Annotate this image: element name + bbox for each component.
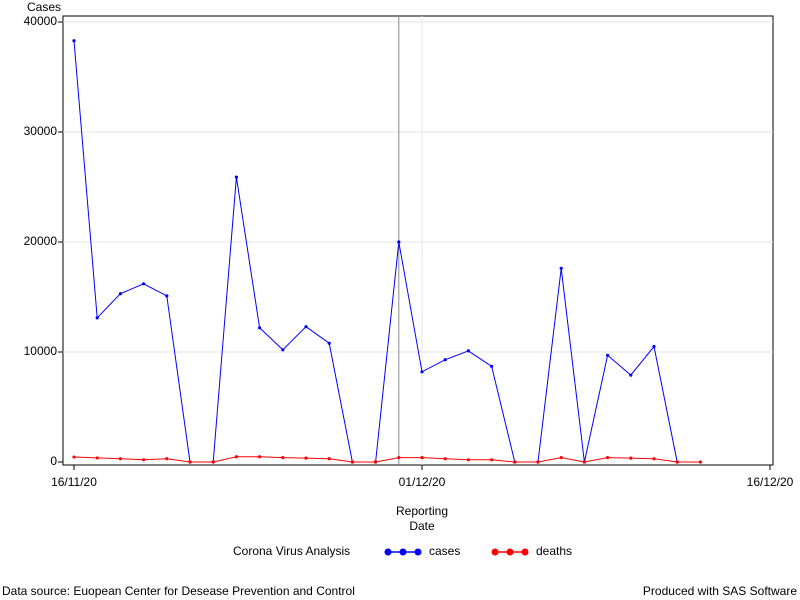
y-tick-label: 40000 — [24, 14, 58, 28]
data-point — [420, 456, 424, 460]
data-point — [606, 456, 610, 460]
data-point — [698, 460, 703, 464]
legend-marker — [399, 548, 407, 556]
data-point — [165, 294, 169, 298]
y-tick-label: 30000 — [24, 124, 58, 138]
data-point — [606, 353, 610, 357]
footnote: Produced with SAS Software — [643, 584, 797, 598]
data-point — [536, 460, 540, 464]
data-point — [304, 456, 308, 460]
data-point — [327, 457, 331, 461]
data-point — [443, 358, 447, 362]
x-tick-label: 01/12/20 — [399, 475, 446, 489]
y-axis-label: Cases — [27, 0, 61, 14]
legend-marker — [521, 548, 529, 556]
data-point — [513, 460, 517, 464]
data-point — [142, 458, 146, 462]
data-point — [443, 457, 447, 461]
footnote: Data source: Euopean Center for Desease … — [2, 584, 355, 598]
data-point — [95, 456, 99, 460]
data-point — [72, 455, 76, 459]
legend-title: Corona Virus Analysis — [233, 544, 350, 558]
legend-marker — [491, 548, 499, 556]
legend-marker — [384, 548, 392, 556]
data-point — [118, 457, 122, 461]
series-line — [73, 40, 678, 463]
data-point — [490, 458, 494, 462]
series-line — [73, 456, 701, 463]
data-point — [559, 266, 563, 270]
x-tick-label: 16/11/20 — [51, 475, 97, 489]
data-point — [234, 175, 238, 179]
x-axis-label: Date — [409, 519, 435, 533]
legend-marker — [506, 548, 514, 556]
x-tick-label: 16/12/20 — [747, 475, 794, 489]
data-point — [95, 316, 99, 320]
legend-label: deaths — [536, 544, 572, 558]
data-point — [420, 370, 424, 374]
data-point — [652, 344, 656, 349]
data-point — [652, 457, 656, 461]
data-point — [234, 455, 238, 459]
data-point — [374, 460, 378, 464]
data-point — [490, 364, 494, 368]
data-point — [304, 325, 308, 329]
data-point — [72, 39, 76, 43]
data-point — [258, 455, 262, 459]
data-point — [629, 373, 633, 377]
data-point — [675, 460, 679, 464]
y-tick-label: 10000 — [24, 344, 58, 358]
data-point — [211, 460, 215, 464]
plot-frame — [62, 15, 774, 466]
data-point — [466, 349, 470, 353]
legend-marker — [414, 548, 422, 556]
data-point — [350, 460, 354, 464]
data-point — [258, 326, 262, 330]
data-point — [397, 240, 401, 244]
data-point — [466, 458, 470, 462]
data-point — [397, 456, 401, 460]
data-point — [281, 456, 285, 460]
data-point — [582, 460, 587, 464]
data-point — [559, 456, 563, 460]
data-point — [142, 282, 146, 286]
data-point — [188, 460, 192, 464]
data-point — [118, 292, 122, 296]
data-point — [629, 456, 633, 460]
data-point — [327, 341, 331, 345]
legend-label: cases — [429, 544, 460, 558]
data-point — [281, 348, 285, 352]
y-tick-label: 20000 — [24, 234, 58, 248]
x-axis-label: Reporting — [396, 504, 448, 518]
data-point — [165, 457, 169, 461]
y-tick-label: 0 — [50, 454, 57, 468]
